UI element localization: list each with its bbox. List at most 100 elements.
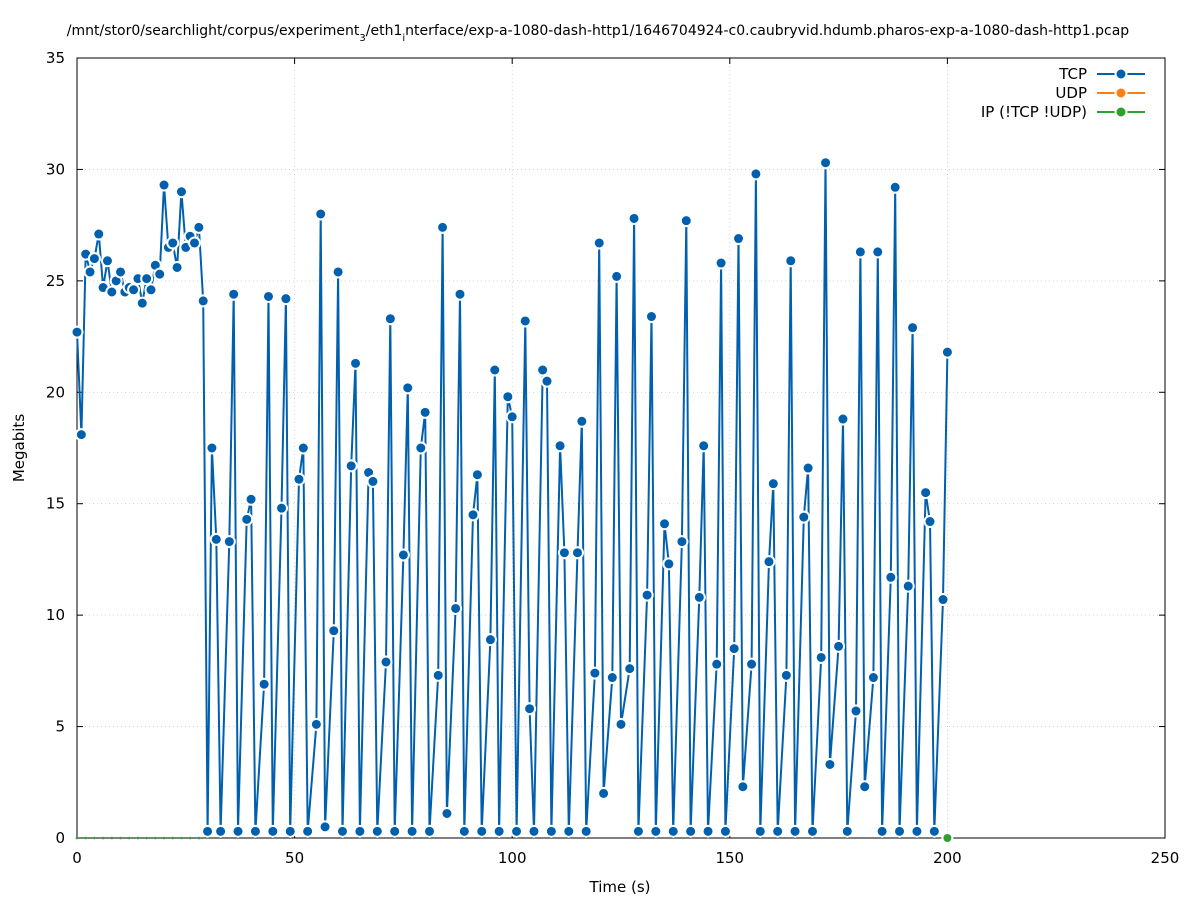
x-tick-label: 0: [72, 849, 82, 867]
data-point: [840, 824, 854, 838]
data-point: [231, 824, 245, 838]
data-point: [505, 410, 519, 424]
data-point: [762, 555, 776, 569]
data-point: [540, 374, 554, 388]
title-subscript-1: 3: [359, 33, 365, 44]
legend-marker: [1114, 67, 1128, 81]
data-point: [605, 671, 619, 685]
data-point: [936, 593, 950, 607]
data-point: [871, 245, 885, 259]
data-point: [101, 836, 105, 840]
data-point: [114, 265, 128, 279]
data-point: [732, 232, 746, 246]
data-point: [518, 314, 532, 328]
data-point: [344, 459, 358, 473]
data-point: [418, 405, 432, 419]
data-point: [84, 836, 88, 840]
data-point: [154, 836, 157, 840]
title-part-1: /mnt/stor0/searchlight/corpus/experiment: [67, 23, 360, 39]
data-point: [145, 836, 148, 840]
data-point: [579, 824, 593, 838]
data-point: [536, 363, 550, 377]
data-point: [597, 786, 611, 800]
series-layer: [70, 156, 954, 844]
data-point: [893, 824, 907, 838]
data-point: [309, 717, 323, 731]
data-point: [440, 806, 454, 820]
data-point: [127, 283, 141, 297]
series-0: [70, 156, 954, 838]
data-point: [492, 824, 506, 838]
data-point: [575, 414, 589, 428]
data-point: [431, 668, 445, 682]
data-point: [383, 312, 397, 326]
y-tick-label: 35: [46, 49, 65, 67]
y-tick-label: 10: [46, 606, 65, 624]
data-point: [401, 381, 415, 395]
data-point: [875, 824, 889, 838]
data-point: [644, 310, 658, 324]
data-point: [819, 156, 833, 170]
data-point: [745, 657, 759, 671]
data-point: [906, 321, 920, 335]
data-point: [327, 624, 341, 638]
data-point: [470, 468, 484, 482]
data-point: [453, 287, 467, 301]
data-point: [214, 824, 228, 838]
data-point: [110, 836, 114, 840]
data-point: [475, 824, 489, 838]
data-point: [83, 265, 97, 279]
title-part-2: /eth1: [366, 23, 403, 39]
data-point: [736, 780, 750, 794]
data-point: [570, 546, 584, 560]
data-point: [692, 590, 706, 604]
data-point: [261, 289, 275, 303]
data-point: [714, 256, 728, 270]
data-point: [592, 236, 606, 250]
data-point: [553, 439, 567, 453]
data-point: [457, 824, 471, 838]
series-2: [75, 832, 954, 844]
y-tick-label: 30: [46, 160, 65, 178]
data-point: [192, 220, 206, 234]
legend-label: TCP: [1058, 65, 1087, 83]
data-point: [697, 439, 711, 453]
legend-label: UDP: [1055, 84, 1087, 102]
x-tick-label: 200: [933, 849, 962, 867]
legend-marker: [1114, 105, 1128, 119]
data-point: [240, 512, 254, 526]
data-point: [675, 535, 689, 549]
title-part-3: nterface/exp-a-1080-dash-http1/164670492…: [405, 23, 1129, 39]
data-point: [227, 287, 241, 301]
data-point: [449, 601, 463, 615]
x-tick-label: 100: [498, 849, 527, 867]
data-point: [436, 220, 450, 234]
data-point: [170, 260, 184, 274]
data-point: [171, 836, 175, 840]
data-point: [257, 677, 271, 691]
data-point: [649, 824, 663, 838]
data-point: [562, 824, 576, 838]
data-point: [901, 579, 915, 593]
data-point: [766, 477, 780, 491]
data-point: [331, 265, 345, 279]
data-point: [501, 390, 515, 404]
data-point: [157, 178, 171, 192]
data-point: [188, 236, 202, 250]
data-point: [180, 836, 183, 840]
data-point: [75, 836, 79, 840]
data-point: [318, 820, 332, 834]
data-point: [353, 824, 367, 838]
data-point: [544, 824, 558, 838]
data-point: [483, 633, 497, 647]
data-point: [658, 517, 672, 531]
data-point: [623, 662, 637, 676]
data-point: [640, 588, 654, 602]
data-point: [70, 325, 84, 339]
data-point: [523, 702, 537, 716]
data-point: [153, 267, 167, 281]
data-point: [283, 824, 297, 838]
y-tick-label: 20: [46, 383, 65, 401]
chart-title: /mnt/stor0/searchlight/corpus/experiment…: [67, 23, 1130, 44]
x-axis-label: Time (s): [589, 878, 651, 896]
